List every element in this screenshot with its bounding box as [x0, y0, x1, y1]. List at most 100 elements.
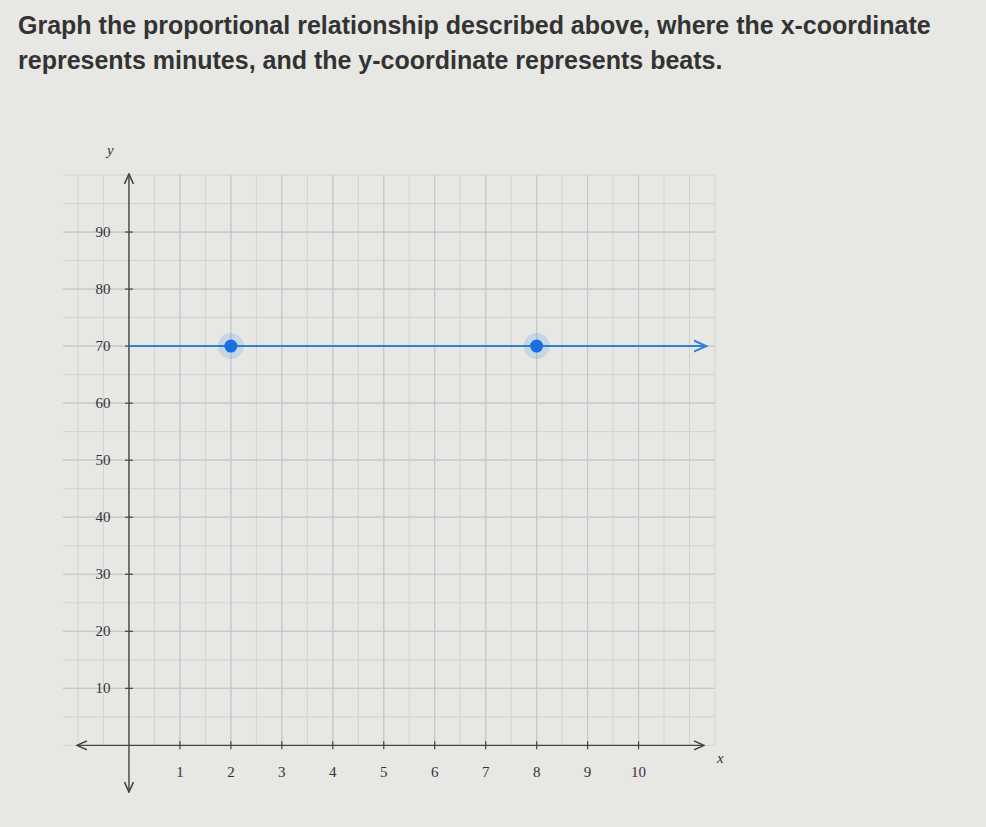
grid-line	[63, 631, 715, 632]
grid-line	[63, 203, 715, 204]
tick-label: 6	[431, 764, 439, 780]
grid-line	[63, 716, 715, 717]
tick-label: 40	[95, 509, 110, 525]
tick-label: 8	[533, 764, 541, 780]
tick	[125, 517, 133, 518]
grid-line	[638, 175, 639, 745]
axis-label: y	[105, 142, 114, 158]
grid-line	[63, 659, 715, 660]
grid-line	[485, 175, 486, 745]
tick-label: 80	[95, 281, 110, 297]
tick	[383, 741, 384, 749]
grid-line	[485, 175, 486, 745]
tick	[332, 741, 333, 749]
grid-line	[63, 374, 715, 375]
axis-label: x	[716, 750, 724, 766]
grid-line	[587, 175, 588, 745]
grid-line	[63, 346, 715, 347]
tick	[281, 741, 282, 749]
grid-line	[63, 688, 715, 689]
tick	[587, 741, 588, 749]
grid-line	[332, 175, 333, 745]
tick-label: 90	[95, 224, 110, 240]
grid-line	[63, 403, 715, 404]
grid-line	[638, 175, 639, 745]
tick	[125, 574, 133, 575]
grid-line	[63, 460, 715, 461]
grid-line	[63, 260, 715, 261]
tick-label: 2	[227, 764, 235, 780]
grid-line	[179, 175, 180, 745]
y-axis	[128, 175, 129, 791]
tick	[125, 403, 133, 404]
grid-line	[63, 403, 715, 404]
tick	[125, 688, 133, 689]
tick-label: 70	[95, 338, 110, 354]
grid-line	[63, 288, 715, 289]
grid-line	[63, 602, 715, 603]
x-axis	[78, 745, 703, 746]
grid-line	[63, 745, 715, 746]
point-halo	[524, 333, 550, 359]
tick	[434, 741, 435, 749]
grid-line	[63, 431, 715, 432]
grid-line	[63, 460, 715, 461]
grid-line	[536, 175, 537, 745]
tick	[485, 741, 486, 749]
grid-line	[63, 232, 715, 233]
grid-line	[63, 517, 715, 518]
tick	[125, 631, 133, 632]
grid-line	[63, 289, 715, 290]
tick-label: 20	[95, 623, 110, 639]
grid-line	[281, 175, 282, 745]
plot-area	[129, 333, 705, 359]
tick-label: 60	[95, 395, 110, 411]
data-point-group	[218, 333, 244, 359]
grid-line	[434, 175, 435, 745]
grid-line	[63, 545, 715, 546]
grid-line	[63, 517, 715, 518]
grid-line	[63, 631, 715, 632]
grid-line	[63, 231, 715, 232]
tick	[125, 460, 133, 461]
tick	[230, 741, 231, 749]
grid	[63, 175, 715, 745]
grid-line	[587, 175, 588, 745]
grid-line	[230, 175, 231, 745]
tick-label: 10	[631, 764, 646, 780]
tick-label: 5	[380, 764, 388, 780]
chart: 1 2 3 4 5 6 7 8 9 10 10 20 30 40 50 60 70 80 90 x y	[0, 0, 986, 827]
grid-line	[383, 175, 384, 745]
title: Graph the proportional relationship desc…	[18, 8, 973, 78]
tick	[125, 288, 133, 289]
grid-line	[63, 488, 715, 489]
data-line	[129, 345, 705, 347]
tick-label: 4	[329, 764, 337, 780]
grid-line	[536, 175, 537, 745]
data-point	[530, 340, 543, 353]
grid-line	[383, 175, 384, 745]
grid-line	[63, 175, 715, 176]
point-halo	[218, 333, 244, 359]
grid-line	[63, 688, 715, 689]
grid-line	[281, 175, 282, 745]
grid-line	[434, 175, 435, 745]
grid-line	[332, 175, 333, 745]
tick-label: 50	[95, 452, 110, 468]
grid-line	[63, 317, 715, 318]
data-point-group	[524, 333, 550, 359]
tick	[638, 741, 639, 749]
tick-label: 7	[482, 764, 490, 780]
grid-line	[230, 175, 231, 745]
tick-label: 30	[95, 566, 110, 582]
tick-label: 1	[176, 764, 184, 780]
data-point	[224, 340, 237, 353]
tick-label: 3	[278, 764, 286, 780]
grid-line	[179, 175, 180, 745]
tick-label: 10	[95, 680, 110, 696]
tick-label: 9	[584, 764, 592, 780]
tick	[536, 741, 537, 749]
grid-line	[63, 346, 715, 347]
tick	[125, 231, 133, 232]
grid-line	[63, 574, 715, 575]
